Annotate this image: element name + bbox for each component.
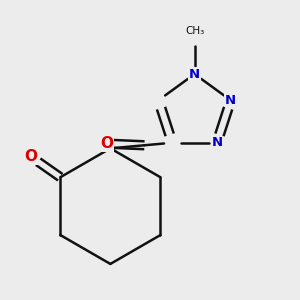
Text: N: N — [189, 68, 200, 80]
Text: O: O — [100, 136, 113, 151]
Text: N: N — [225, 94, 236, 107]
Text: N: N — [211, 136, 223, 149]
Text: CH₃: CH₃ — [185, 26, 204, 36]
Text: O: O — [24, 149, 37, 164]
